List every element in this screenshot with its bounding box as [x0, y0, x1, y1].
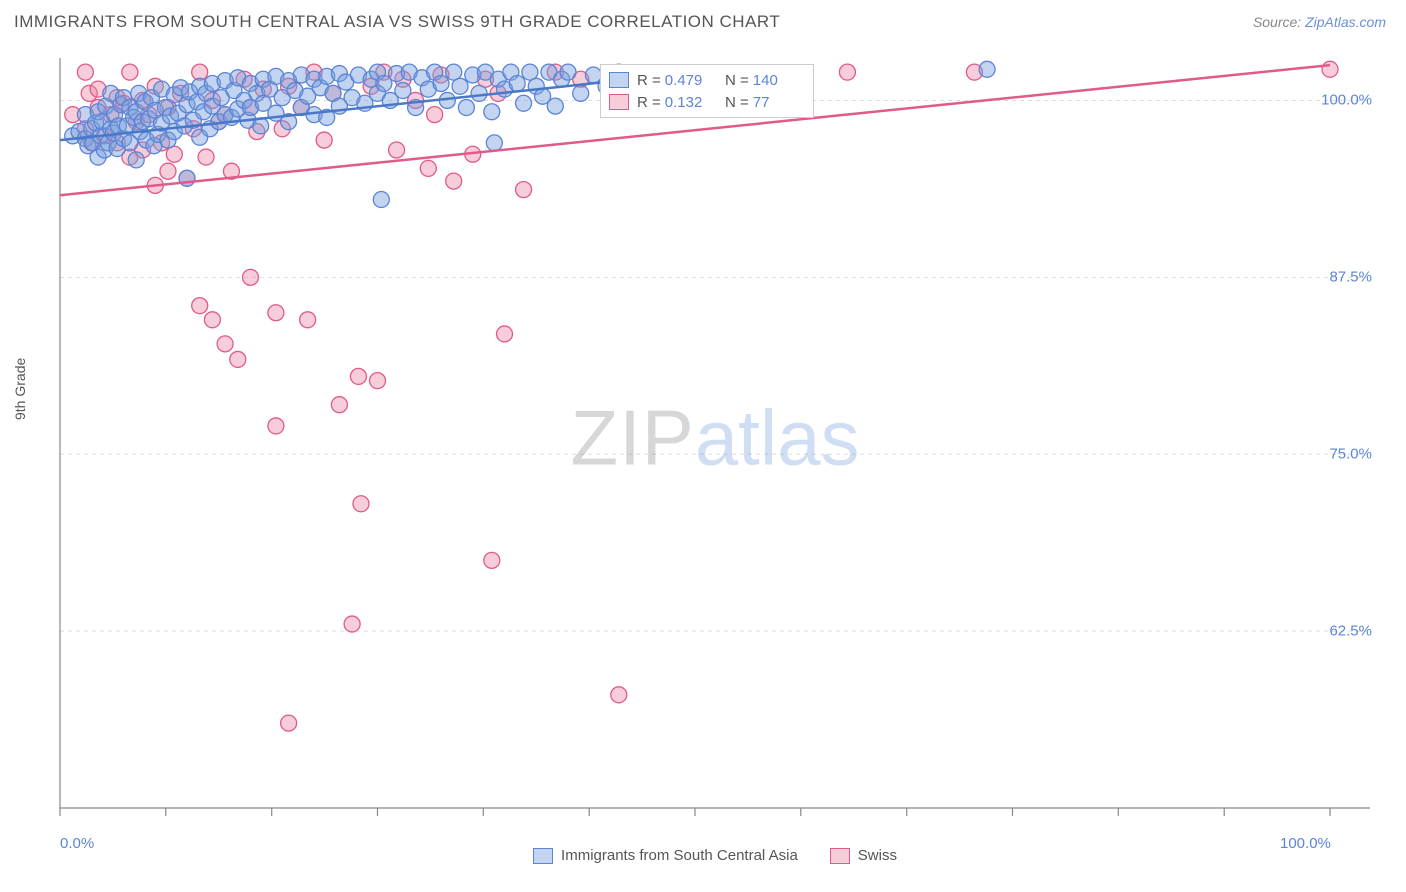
- chart-header: IMMIGRANTS FROM SOUTH CENTRAL ASIA VS SW…: [0, 0, 1406, 40]
- chart-area: ZIPatlas R = 0.479 N = 140 R = 0.132 N =…: [50, 48, 1380, 828]
- r-label-1: R =: [637, 72, 661, 89]
- n-value-1: 140: [753, 72, 778, 89]
- y-axis-label: 9th Grade: [12, 358, 28, 420]
- bottom-legend: Immigrants from South Central Asia Swiss: [50, 847, 1380, 864]
- correlation-legend: R = 0.479 N = 140 R = 0.132 N = 77: [600, 64, 814, 118]
- bottom-swatch-1: [533, 848, 553, 864]
- source-link[interactable]: ZipAtlas.com: [1305, 14, 1386, 30]
- y-tick-label: 87.5%: [1329, 269, 1372, 286]
- y-tick-label: 62.5%: [1329, 623, 1372, 640]
- r-value-2: 0.132: [665, 94, 703, 111]
- bottom-label-2: Swiss: [858, 847, 897, 864]
- bottom-swatch-2: [830, 848, 850, 864]
- r-value-1: 0.479: [665, 72, 703, 89]
- legend-row-series-2: R = 0.132 N = 77: [609, 91, 805, 113]
- legend-swatch-2: [609, 94, 629, 110]
- chart-title: IMMIGRANTS FROM SOUTH CENTRAL ASIA VS SW…: [14, 12, 780, 32]
- n-value-2: 77: [753, 94, 770, 111]
- legend-swatch-1: [609, 72, 629, 88]
- y-tick-label: 100.0%: [1321, 92, 1372, 109]
- bottom-legend-item-1: Immigrants from South Central Asia: [533, 847, 798, 864]
- chart-source: Source: ZipAtlas.com: [1253, 14, 1386, 30]
- x-tick-label: 100.0%: [1280, 835, 1331, 852]
- n-label-1: N =: [725, 72, 749, 89]
- scatter-plot: [50, 48, 1380, 828]
- source-prefix: Source:: [1253, 14, 1305, 30]
- y-tick-label: 75.0%: [1329, 446, 1372, 463]
- legend-row-series-1: R = 0.479 N = 140: [609, 69, 805, 91]
- bottom-legend-item-2: Swiss: [830, 847, 897, 864]
- r-label-2: R =: [637, 94, 661, 111]
- n-label-2: N =: [725, 94, 749, 111]
- x-tick-label: 0.0%: [60, 835, 94, 852]
- bottom-label-1: Immigrants from South Central Asia: [561, 847, 798, 864]
